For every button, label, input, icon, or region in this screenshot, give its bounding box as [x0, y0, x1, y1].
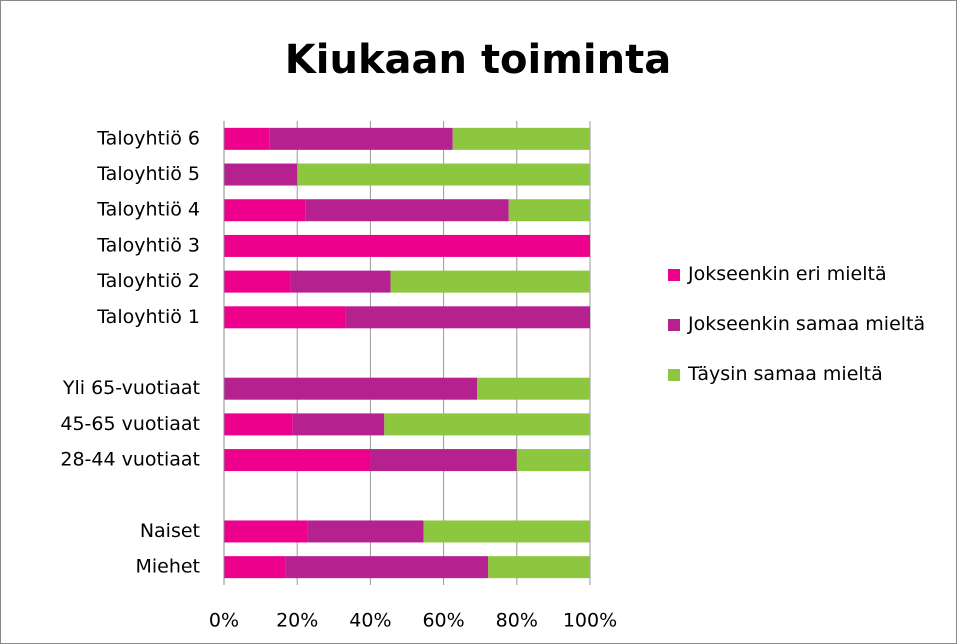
bar-segment — [224, 377, 478, 400]
bar-segment — [224, 306, 346, 329]
bar-segment — [508, 199, 590, 222]
bar-segment — [305, 199, 509, 222]
legend-item: Täysin samaa mieltä — [668, 362, 943, 386]
legend-label: Täysin samaa mieltä — [688, 363, 883, 385]
bar-segment — [292, 413, 385, 436]
bar-segment — [224, 556, 286, 579]
legend-label: Jokseenkin samaa mieltä — [688, 313, 926, 335]
bar-segment — [290, 270, 391, 293]
bar-segment — [224, 520, 308, 543]
chart-title: Kiukaan toiminta — [285, 37, 671, 83]
y-tick-label: 45-65 vuotiaat — [60, 413, 200, 435]
bar-segment — [297, 163, 590, 186]
y-tick-label: Taloyhtiö 6 — [96, 127, 200, 149]
bar-segment — [452, 127, 590, 150]
bar-segment — [224, 234, 590, 257]
legend-label: Jokseenkin eri mieltä — [688, 263, 887, 285]
legend: Jokseenkin eri mieltä Jokseenkin samaa mi… — [668, 262, 943, 412]
bar-segment — [285, 556, 489, 579]
bar-segment — [488, 556, 590, 579]
x-tick-label: 100% — [563, 610, 617, 632]
bar-segment — [224, 449, 371, 472]
y-tick-label: Miehet — [135, 556, 200, 578]
bar-segment — [224, 163, 298, 186]
bar-segment — [224, 413, 293, 436]
bar-segment — [224, 270, 291, 293]
legend-swatch — [668, 269, 680, 281]
bar-segment — [384, 413, 590, 436]
bar-segment — [307, 520, 424, 543]
legend-swatch — [668, 369, 680, 381]
legend-item: Jokseenkin samaa mieltä — [668, 312, 943, 336]
x-tick-label: 20% — [276, 610, 318, 632]
bar-segment — [477, 377, 590, 400]
x-tick-label: 80% — [496, 610, 538, 632]
legend-swatch — [668, 319, 680, 331]
bar-segment — [224, 127, 270, 150]
y-tick-label: Taloyhtiö 5 — [96, 163, 200, 185]
y-tick-label: Taloyhtiö 2 — [96, 270, 200, 292]
bar-segment — [269, 127, 453, 150]
y-tick-label: Naiset — [140, 520, 200, 542]
legend-item: Jokseenkin eri mieltä — [668, 262, 943, 286]
bar-segment — [423, 520, 590, 543]
x-tick-label: 40% — [349, 610, 391, 632]
y-tick-label: Taloyhtiö 4 — [96, 199, 200, 221]
bar-segment — [370, 449, 517, 472]
bar-segment — [390, 270, 590, 293]
x-tick-label: 60% — [422, 610, 464, 632]
bar-segment — [345, 306, 590, 329]
y-tick-label: Taloyhtiö 1 — [96, 306, 200, 328]
bar-segment — [516, 449, 590, 472]
y-tick-label: Taloyhtiö 3 — [96, 234, 200, 256]
x-tick-label: 0% — [209, 610, 239, 632]
y-tick-label: Yli 65-vuotiaat — [62, 377, 200, 399]
y-tick-label: 28-44 vuotiaat — [60, 449, 200, 471]
bar-segment — [224, 199, 306, 222]
